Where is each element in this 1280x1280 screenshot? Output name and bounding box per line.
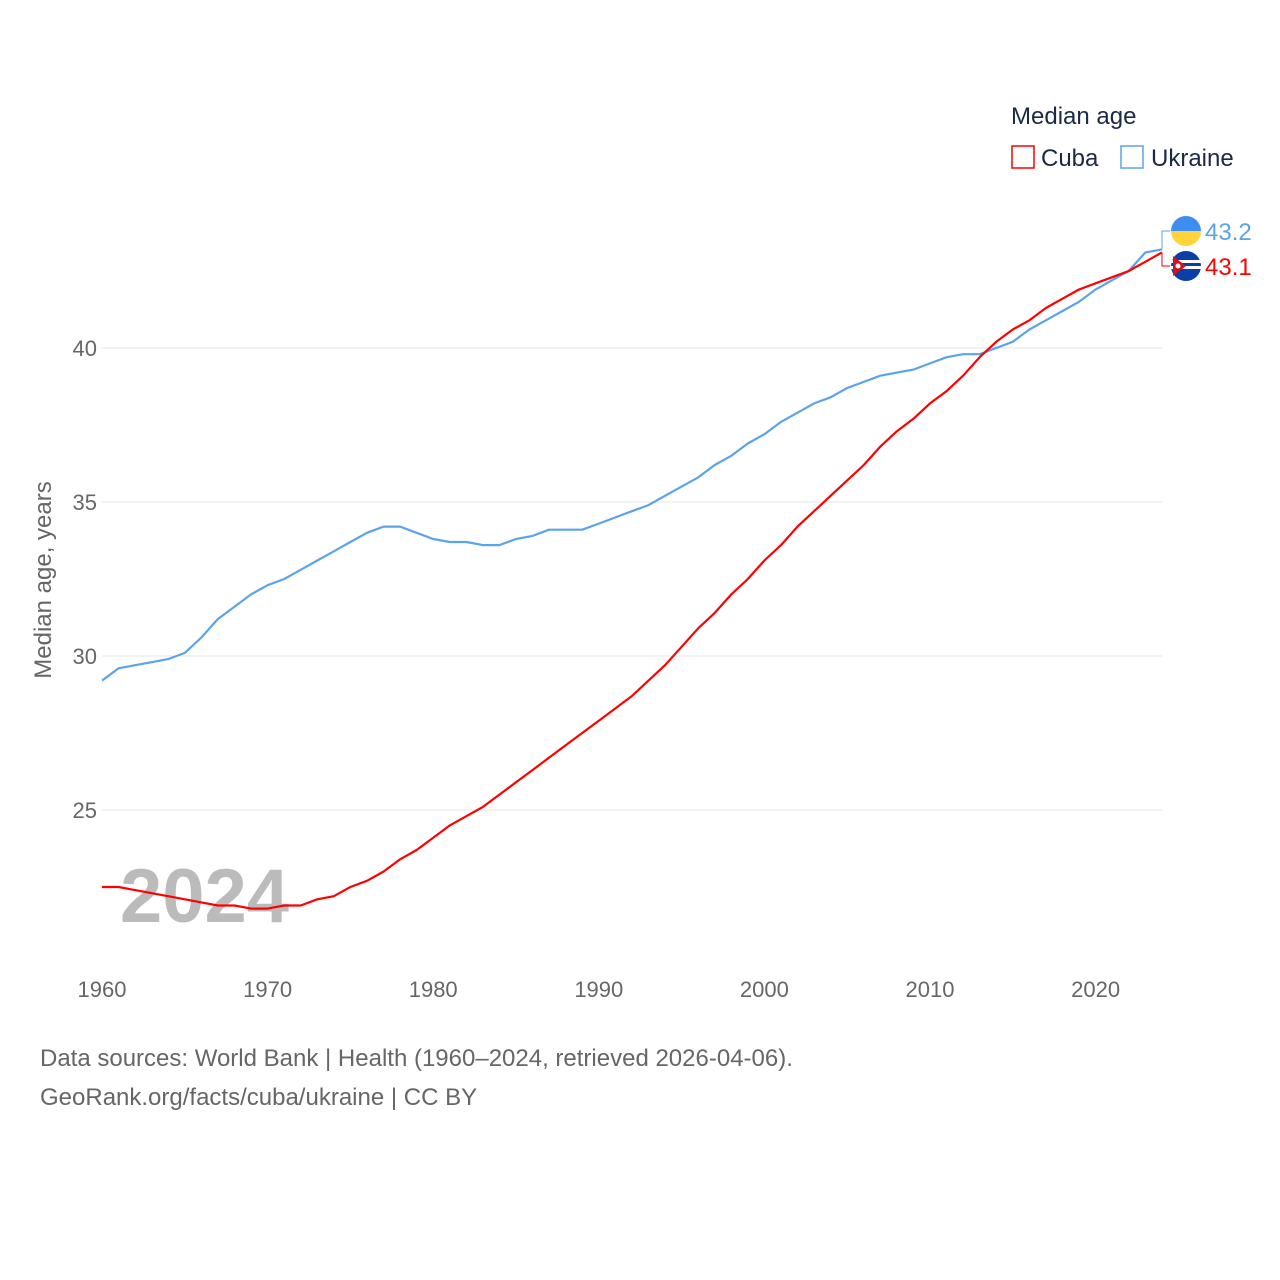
end-labels: 43.2 43.1 [1161,216,1252,281]
end-label-cuba: 43.1 [1205,254,1252,281]
year-watermark: 2024 [120,854,289,939]
y-axis-label: Median age, years [30,481,57,678]
x-tick-label: 1980 [409,977,458,1002]
y-tick-label: 40 [73,336,97,361]
flag-star [1175,263,1181,269]
series-line-ukraine [101,248,1163,682]
cuba-flag-icon [1171,251,1201,281]
legend-title: Median age [1011,103,1136,130]
end-label-ukraine: 43.2 [1205,219,1252,246]
x-tick-label: 2020 [1071,977,1120,1002]
y-tick-label: 25 [73,798,97,823]
connector-cuba [1161,252,1170,267]
ukraine-flag-icon [1171,216,1201,246]
grid [102,347,1162,811]
x-tick-label: 1960 [78,977,127,1002]
x-tick-label: 1990 [574,977,623,1002]
legend-swatch-ukraine [1120,145,1144,169]
legend-label-cuba: Cuba [1041,145,1099,172]
legend-label-ukraine: Ukraine [1151,145,1234,172]
flag-blue [1171,216,1201,231]
y-tick-label: 35 [73,490,97,515]
y-axis-ticks: 25 30 35 40 [73,336,97,823]
x-tick-label: 2010 [906,977,955,1002]
x-tick-label: 2000 [740,977,789,1002]
connector-ukraine [1161,230,1170,250]
series-lines [101,248,1163,910]
flag-yellow [1171,231,1201,246]
legend-swatch-cuba [1011,145,1035,169]
data-source-text: Data sources: World Bank | Health (1960–… [40,1045,793,1072]
attribution-link[interactable]: GeoRank.org/facts/cuba/ukraine | CC BY [40,1084,478,1111]
legend-item-ukraine[interactable]: Ukraine [1120,145,1234,172]
y-tick-label: 30 [73,644,97,669]
x-axis-ticks: 1960 1970 1980 1990 2000 2010 2020 [78,977,1121,1002]
legend-item-cuba[interactable]: Cuba [1011,145,1099,172]
series-line-cuba [102,251,1163,910]
flag-stripe [1171,260,1201,263]
x-tick-label: 1970 [243,977,292,1002]
flag-stripe [1171,266,1201,269]
